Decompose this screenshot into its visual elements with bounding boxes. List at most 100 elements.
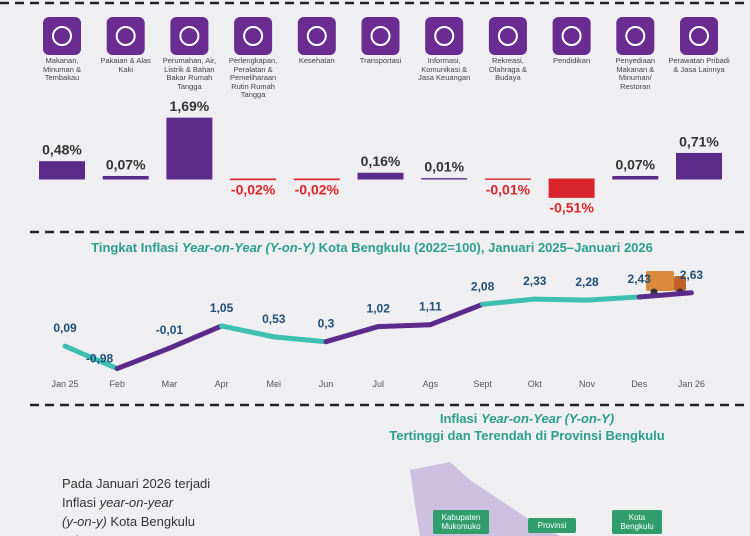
bar (548, 178, 595, 198)
x-tick-label: Feb (109, 379, 125, 389)
line-segment (271, 334, 329, 345)
value-label: 0,3 (318, 317, 335, 331)
summary-line-part: Inflasi (62, 495, 100, 510)
x-tick-label: Apr (215, 379, 229, 389)
summary-line: (y-on-y) Kota Bengkulu (62, 514, 195, 529)
value-label: 2,33 (523, 274, 547, 288)
category-icon (106, 17, 145, 55)
summary-line: Pada Januari 2026 terjadi (62, 476, 210, 491)
category-icon (170, 17, 209, 55)
category-label: Perumahan, Air, Listrik & Bahan Bakar Ru… (162, 56, 217, 91)
icon-glyph (306, 26, 327, 46)
category-icon (43, 17, 81, 55)
value-label: 1,11 (419, 300, 442, 314)
value-label: 0,07% (615, 156, 655, 172)
bar (39, 161, 85, 180)
bar (230, 178, 277, 181)
icon-glyph (434, 26, 455, 46)
category-label: Informasi, Komunikasi & Jasa Keuangan (418, 56, 471, 82)
category-label: Perlengkapan, Peralatan & Pemeliharaan R… (228, 56, 278, 99)
value-label: 1,69% (170, 98, 210, 114)
x-tick-label: Nov (579, 379, 596, 389)
value-label: -0,51% (549, 199, 594, 215)
x-tick-label: Jun (319, 379, 334, 389)
line-segment (480, 296, 538, 307)
line-segment (636, 290, 694, 300)
value-label: 0,71% (679, 133, 719, 149)
value-label: 1,02 (367, 302, 391, 316)
x-tick-label: Jan 26 (678, 379, 705, 389)
category-icon (425, 17, 464, 55)
chart-title: Tingkat Inflasi Year-on-Year (Y-on-Y) Ko… (91, 240, 653, 255)
value-label: 2,28 (575, 275, 599, 289)
chart-title-part: Kota Bengkulu (2022=100), Januari 2025–J… (315, 240, 653, 255)
x-tick-label: Mei (267, 379, 282, 389)
region-label: Kota Bengkulu (612, 510, 662, 534)
category-label: Transportasi (359, 56, 402, 65)
line-segment (219, 323, 277, 340)
summary-line-part: Pada Januari 2026 terjadi (62, 476, 210, 491)
value-label: -0,02% (231, 182, 276, 198)
x-tick-label: Des (631, 379, 648, 389)
panel-title-part: Tertinggi dan Terendah di Provinsi Bengk… (389, 428, 664, 443)
icon-glyph (625, 26, 646, 46)
category-icon (297, 17, 336, 55)
line-segment (166, 323, 225, 351)
region-label: Provinsi (528, 518, 576, 533)
summary-line-part: (y-on-y) (62, 514, 107, 529)
summary-line-part: year-on-year (99, 495, 174, 510)
summary-line-part: Kota Bengkulu (107, 514, 195, 529)
category-label: Makanan, Minuman & Tembakau (43, 56, 81, 82)
x-tick-label: Jul (372, 379, 384, 389)
line-segment (62, 343, 120, 372)
icon-glyph (179, 26, 200, 46)
chart-title-part: Tingkat Inflasi (91, 240, 182, 255)
summary-line: sebesar 2,63 persen (62, 533, 181, 536)
value-label: 2,63 (680, 268, 704, 282)
icon-glyph (243, 26, 264, 46)
line-segment (323, 324, 381, 345)
value-label: 1,05 (210, 301, 234, 315)
icon-glyph (561, 26, 582, 46)
category-icon (488, 17, 527, 55)
x-tick-label: Okt (528, 379, 543, 389)
region-label: Kabupaten Mukomuko (433, 510, 489, 534)
line-segment (427, 301, 486, 328)
value-label: 0,01% (424, 159, 464, 175)
icon-glyph (370, 26, 391, 46)
category-label: Perawatan Pribadi & Jasa Lainnya (668, 56, 730, 74)
bar (166, 117, 213, 180)
x-tick-label: Jan 25 (51, 379, 78, 389)
value-label: 0,16% (361, 153, 401, 169)
value-label: -0,01% (486, 181, 531, 197)
category-label: Kesehatan (298, 56, 335, 65)
category-icon (361, 17, 400, 55)
panel-title: Tertinggi dan Terendah di Provinsi Bengk… (389, 428, 664, 443)
icon-glyph (52, 26, 72, 46)
summary-line: Inflasi year-on-year (62, 495, 174, 510)
bar (293, 178, 340, 181)
value-label: -0,01 (156, 323, 184, 337)
value-label: 2,08 (471, 279, 495, 293)
category-label: Penyediaan Makanan & Minuman/ Restoran (615, 56, 656, 91)
bar (357, 172, 404, 180)
panel-title-part: Year-on-Year (Y-on-Y) (481, 411, 614, 426)
x-tick-label: Sept (473, 379, 492, 389)
line-segment (584, 294, 642, 303)
icon-glyph (497, 26, 518, 46)
category-icon (552, 17, 591, 55)
value-label: 0,07% (106, 156, 146, 172)
category-icon (616, 17, 655, 55)
line-segment (375, 322, 433, 330)
panel-title-part: Inflasi (440, 411, 481, 426)
category-icon (680, 17, 718, 55)
category-label: Pakaian & Alas Kaki (100, 56, 151, 74)
category-label: Rekreasi, Olahraga & Budaya (488, 56, 527, 82)
x-tick-label: Ags (423, 379, 439, 389)
panel-title: Inflasi Year-on-Year (Y-on-Y) (440, 411, 614, 426)
bar (676, 152, 722, 180)
value-label: 2,43 (628, 272, 652, 286)
value-label: 0,53 (262, 312, 286, 326)
